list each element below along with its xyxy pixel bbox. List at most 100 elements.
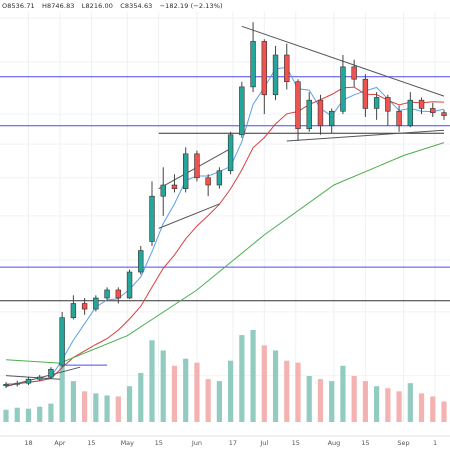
volume-bar (93, 393, 99, 422)
candle-body (115, 289, 122, 299)
volume-bar (407, 383, 413, 422)
volume-bar (317, 379, 324, 422)
volume-bar (59, 365, 65, 422)
x-tick-label: Aug (328, 439, 341, 447)
x-tick-label: Apr (54, 439, 66, 447)
volume-bar (340, 365, 346, 422)
volume-bar (385, 388, 391, 422)
candle-body (261, 41, 268, 96)
volume-bar (194, 362, 200, 422)
volume-bars (3, 330, 447, 422)
ohlc-low: L8216.00 (81, 2, 114, 10)
candle-body (138, 250, 144, 273)
volume-bar (430, 396, 436, 422)
candle-body (295, 81, 301, 130)
candle-body (48, 368, 54, 378)
candle-body (3, 384, 9, 387)
volume-bar (272, 350, 279, 422)
volume-bar (14, 407, 20, 422)
moving-average-200 (5, 142, 445, 364)
volume-bar (329, 381, 335, 422)
candle-body (126, 271, 133, 299)
candle-body (272, 54, 279, 96)
x-tick-label: 15 (87, 439, 95, 447)
candle-body (396, 110, 402, 127)
volume-bar (261, 345, 267, 422)
volume-bar (351, 376, 357, 422)
volume-bar (149, 340, 155, 422)
ohlc-change: −182.19 (−2.13%) (159, 2, 223, 10)
candle-body (328, 110, 335, 127)
volume-bar (160, 350, 166, 422)
candle-body (36, 376, 43, 380)
candle-body (149, 195, 155, 242)
candle-body (340, 66, 346, 112)
candle-body (317, 99, 324, 127)
candle-body (194, 153, 200, 179)
candle-body (306, 99, 312, 130)
volume-bar (183, 358, 189, 422)
volume-bar (37, 406, 43, 422)
candle-body (182, 153, 189, 189)
x-axis-background (0, 436, 450, 450)
candle-body (441, 112, 447, 116)
candle-body (351, 66, 357, 80)
volume-bar (306, 376, 312, 422)
ohlc-legend: O8536.71 H8746.83 L8216.00 C8354.63 −182… (2, 2, 228, 10)
candle-body (362, 78, 369, 109)
moving-average-50 (5, 86, 445, 385)
candle-body (93, 297, 99, 310)
candle-body (171, 184, 178, 189)
candle-body (216, 170, 223, 186)
x-tick-label: May (121, 439, 135, 447)
candle-body (407, 99, 414, 127)
x-tick-label: 18 (24, 439, 32, 447)
ohlc-high: H8746.83 (41, 2, 75, 10)
trendline (5, 375, 60, 380)
volume-bar (374, 386, 380, 422)
volume-bar (138, 372, 144, 422)
x-tick-label: 15 (292, 439, 300, 447)
candle-body (104, 289, 110, 299)
ohlc-open: O8536.71 (2, 2, 35, 10)
x-tick-label: Sep (397, 439, 409, 447)
candle-body (250, 41, 256, 88)
x-tick-label: 15 (155, 439, 163, 447)
trendline (286, 129, 445, 142)
candle-body (418, 99, 425, 109)
volume-bar (115, 396, 121, 422)
volume-bar (250, 330, 256, 422)
horizontal-levels (0, 76, 450, 366)
candle-body (385, 97, 391, 112)
volume-bar (362, 381, 368, 422)
candle-body (239, 86, 245, 136)
x-axis: 18 Apr 15 May 15 Jun 17 Jul 15 Aug 15 Sep 1 (0, 435, 450, 450)
candle-body (160, 184, 166, 197)
volume-bar (82, 391, 88, 422)
candle-body (284, 54, 290, 83)
candle-body (59, 317, 65, 366)
volume-bar (216, 381, 222, 422)
candles (3, 22, 447, 389)
candle-body (81, 303, 88, 310)
volume-bar (239, 335, 245, 422)
candle-body (205, 177, 211, 186)
candle-body (25, 378, 32, 384)
volume-bar (3, 409, 9, 422)
volume-bar (171, 365, 178, 422)
moving-average-20 (5, 66, 445, 385)
volume-bar (126, 386, 133, 422)
ohlc-close: C8354.63 (120, 2, 153, 10)
volume-bar (441, 401, 447, 422)
candle-body (70, 303, 77, 318)
x-tick-label: Jul (259, 439, 268, 447)
moving-averages (5, 66, 445, 385)
volume-bar (284, 360, 290, 422)
volume-bar (396, 391, 402, 422)
volume-bar (25, 408, 32, 422)
volume-bar (104, 395, 110, 422)
x-tick-label: 15 (361, 439, 369, 447)
candle-body (430, 108, 436, 113)
